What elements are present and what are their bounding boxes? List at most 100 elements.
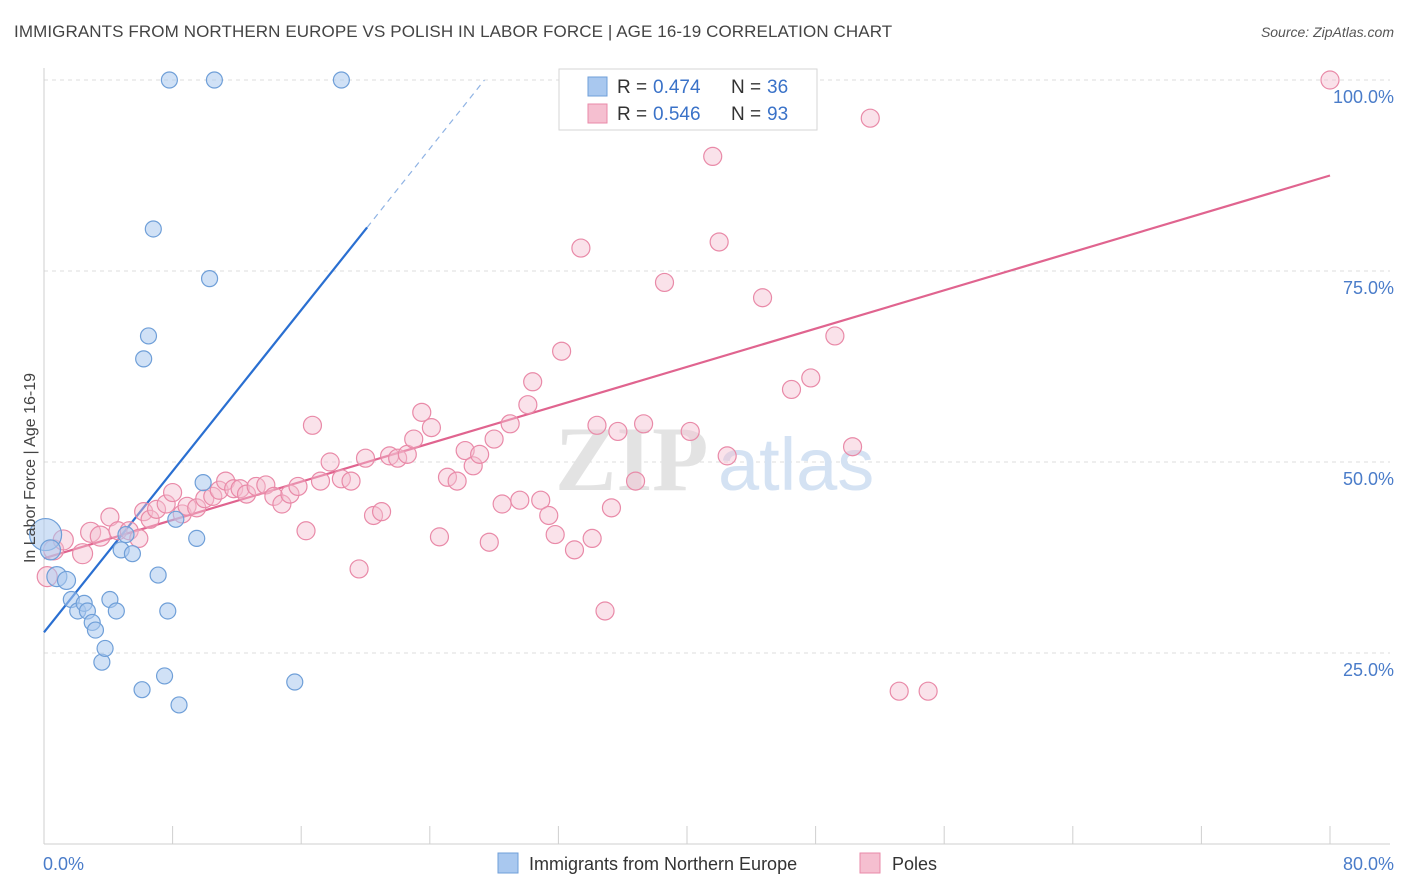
poles-point [518,395,538,415]
poles-point [552,341,572,361]
poles-point [781,379,802,400]
northern-europe-point [332,71,350,89]
northern-europe-point [56,570,77,591]
poles-point [421,418,442,438]
northern-europe-point [286,673,304,691]
watermark-atlas: atlas [718,423,874,506]
poles-point [703,146,723,166]
poles-point [801,368,821,388]
poles-point [709,232,729,252]
poles-point [246,476,266,497]
poles-point [177,496,197,516]
poles-point [455,440,475,461]
northern-europe-point [205,71,223,89]
northern-europe-point [167,510,185,528]
poles-point [371,502,392,522]
legend-series-pink-swatch [859,852,881,874]
x-tick-label: 80.0% [1343,854,1394,874]
poles-point [500,414,520,434]
poles-point [404,429,424,449]
northern-europe-point [200,270,219,288]
poles-point [484,429,504,449]
poles-point [156,494,176,514]
northern-europe-point [139,327,158,345]
northern-europe-point [170,696,188,714]
poles-point [296,521,316,541]
legend-pink-n-value: 93 [767,104,788,125]
poles-trend-line [43,174,1331,560]
poles-point [224,479,244,499]
poles-point [608,421,628,442]
poles-point [230,479,250,499]
x-tick-label: 0.0% [43,854,84,874]
poles-point [492,494,512,514]
poles-point [531,490,551,510]
poles-point [889,681,909,701]
northern-europe-point [107,602,125,620]
legend-series-blue-label: Immigrants from Northern Europe [529,854,797,874]
y-tick-label: 75.0% [1343,278,1394,298]
poles-point [302,415,323,435]
poles-point [146,499,167,519]
poles-point [236,484,257,504]
poles-point [320,452,340,472]
legend-pink-r-label: R = [617,104,647,125]
poles-point [479,532,499,552]
poles-point [539,505,559,526]
poles-point [564,540,585,560]
poles-point [633,414,654,434]
y-tick-label: 50.0% [1343,469,1394,489]
poles-points [36,70,1340,701]
poles-point [860,108,880,128]
poles-point [71,543,94,565]
poles-point [825,326,845,346]
poles-point [256,475,276,495]
poles-point [595,601,615,621]
y-tick-label: 25.0% [1343,660,1394,680]
poles-point [288,476,308,497]
poles-point [625,471,646,491]
poles-point [601,498,622,518]
poles-point [1320,70,1340,90]
y-tick-label: 100.0% [1333,87,1394,107]
legend-blue-swatch [587,76,608,97]
poles-point [470,444,490,464]
poles-point [717,446,737,466]
poles-point [680,421,700,442]
axes [43,68,1390,845]
northern-europe-trend-extension [366,79,485,228]
tick-labels: 100.0% 75.0% 50.0% 25.0% 0.0% 80.0% [43,87,1394,874]
northern-europe-point [159,602,177,620]
watermark: ZIP atlas [555,408,874,510]
legend-pink-swatch [587,103,608,124]
northern-europe-point [155,667,174,685]
northern-europe-point [123,545,142,563]
poles-point [437,467,458,487]
watermark-zip: ZIP [555,408,708,510]
poles-point [310,471,331,491]
legend-blue-r-value: 0.474 [653,77,701,98]
poles-point [587,415,607,435]
poles-point [463,456,483,476]
legend-blue-n-label: N = [731,77,761,98]
northern-europe-point [160,71,178,89]
poles-point [523,372,543,392]
northern-europe-point [96,639,114,658]
poles-point [89,525,111,547]
poles-point [842,437,863,457]
poles-point [163,482,183,503]
poles-point [654,272,675,293]
series-legend: Immigrants from Northern Europe Poles [497,852,937,874]
poles-point [272,494,292,514]
y-axis-label: In Labor Force | Age 16-19 [22,373,39,563]
poles-point [140,509,160,529]
northern-europe-point [117,525,135,544]
poles-point [571,238,591,258]
legend-pink-r-value: 0.546 [653,104,701,125]
poles-point [918,681,938,701]
northern-europe-point [144,220,162,238]
northern-europe-point [149,566,167,584]
poles-point [752,288,773,308]
trend-lines [43,79,1331,634]
